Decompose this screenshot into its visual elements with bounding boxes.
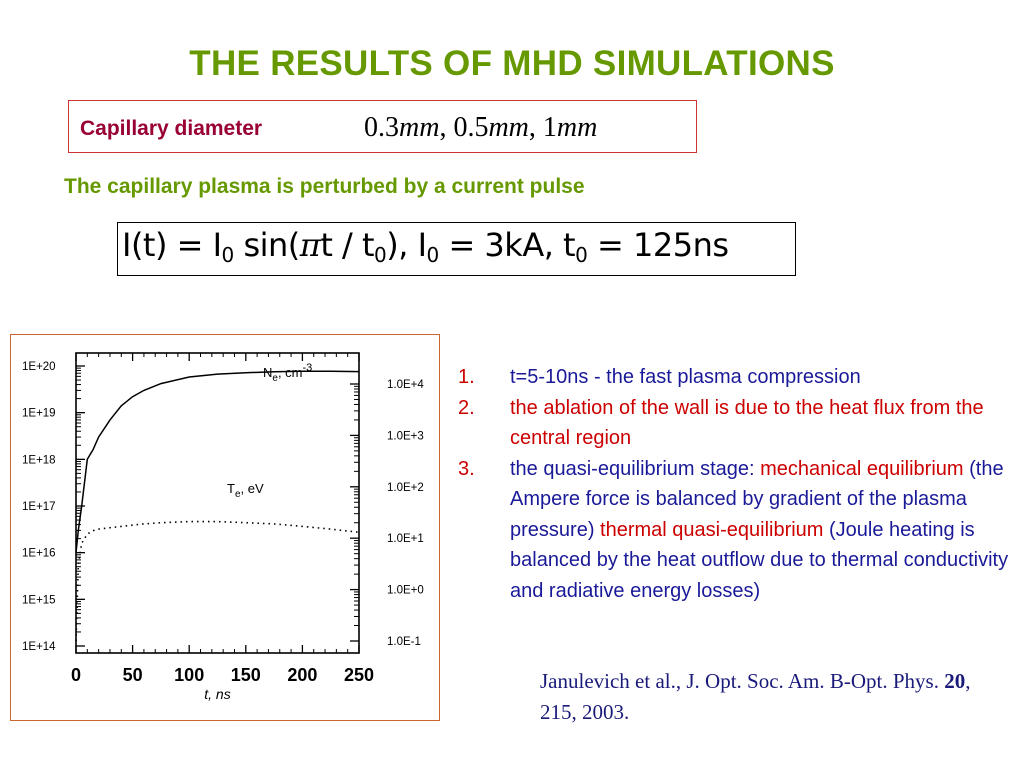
capillary-value-2: 0.5mm, bbox=[453, 112, 543, 143]
list-number: 1. bbox=[458, 366, 475, 388]
formula-box bbox=[117, 222, 796, 276]
list-text: (Joule heating is balanced by the heat o… bbox=[510, 518, 1009, 602]
list-text: thermal quasi-equilibrium bbox=[600, 518, 824, 541]
left-tick-label: 1E+18 bbox=[22, 454, 56, 466]
right-tick-label: 1.0E+1 bbox=[387, 533, 424, 545]
capillary-label: Capillary diameter bbox=[80, 117, 263, 140]
results-list: 1. t=5-10ns - the fast plasma compression… bbox=[458, 362, 1018, 606]
list-number: 3. bbox=[458, 457, 475, 480]
capillary-value-3: 1mm bbox=[542, 112, 598, 143]
right-tick-label: 1.0E+4 bbox=[387, 379, 424, 391]
x-tick-label: 150 bbox=[231, 665, 261, 685]
plot-area bbox=[75, 352, 360, 654]
left-tick-label: 1E+16 bbox=[22, 548, 56, 560]
right-tick-label: 1.0E-1 bbox=[387, 636, 421, 648]
reference-citation: Janulevich et al., J. Opt. Soc. Am. B-Op… bbox=[540, 669, 971, 724]
list-item: 1. t=5-10ns - the fast plasma compression bbox=[458, 362, 1018, 393]
mhd-chart: 1E+14 1E+15 1E+16 1E+17 1E+18 1E+19 1E+20 1.0E-… bbox=[22, 352, 424, 702]
left-tick-label: 1E+19 bbox=[22, 408, 56, 420]
left-tick-label: 1E+14 bbox=[22, 641, 56, 653]
list-text: t=5-10ns - the fast plasma compression bbox=[510, 366, 861, 388]
list-item: 3. the quasi-equilibrium stage: mechanica… bbox=[458, 454, 1018, 607]
ne-series-line bbox=[75, 370, 360, 553]
right-tick-label: 1.0E+0 bbox=[387, 585, 424, 597]
list-item: 2. the ablation of the wall is due to the… bbox=[458, 393, 1018, 454]
current-pulse-formula: I(t) = I0 sin(πt / t0), I0 = 3kA, t0 = 1… bbox=[122, 226, 729, 267]
list-text: (the Ampere force is balanced by gradien… bbox=[510, 457, 1004, 541]
list-text: the quasi-equilibrium stage: bbox=[510, 457, 761, 480]
right-tick-label: 1.0E+2 bbox=[387, 482, 424, 494]
capillary-values: 0.3mm, 0.5mm, 1mm bbox=[364, 112, 597, 144]
chart-frame: 1E+14 1E+15 1E+16 1E+17 1E+18 1E+19 1E+20 1.0E-… bbox=[10, 334, 440, 721]
capillary-box bbox=[68, 100, 697, 153]
x-tick-label: 0 bbox=[71, 665, 81, 685]
perturbation-text: The capillary plasma is perturbed by a c… bbox=[64, 175, 585, 198]
left-tick-label: 1E+20 bbox=[22, 361, 56, 373]
right-tick-label: 1.0E+3 bbox=[387, 430, 424, 442]
x-axis-label: t, ns bbox=[204, 686, 230, 702]
list-number: 2. bbox=[458, 396, 475, 419]
te-annotation: Te, eV bbox=[227, 481, 264, 500]
left-tick-label: 1E+17 bbox=[22, 501, 56, 513]
list-text: the ablation of the wall is due to the h… bbox=[510, 396, 984, 450]
x-tick-label: 100 bbox=[174, 665, 204, 685]
left-tick-label: 1E+15 bbox=[22, 594, 56, 606]
slide-title: THE RESULTS OF MHD SIMULATIONS bbox=[189, 44, 835, 83]
te-series-line bbox=[75, 520, 360, 642]
list-text: mechanical equilibrium bbox=[760, 457, 964, 480]
x-tick-label: 250 bbox=[344, 665, 374, 685]
x-tick-label: 50 bbox=[123, 665, 143, 685]
capillary-value-1: 0.3mm, bbox=[364, 112, 454, 143]
ne-annotation: Ne, cm-3 bbox=[263, 362, 312, 384]
x-tick-label: 200 bbox=[287, 665, 317, 685]
